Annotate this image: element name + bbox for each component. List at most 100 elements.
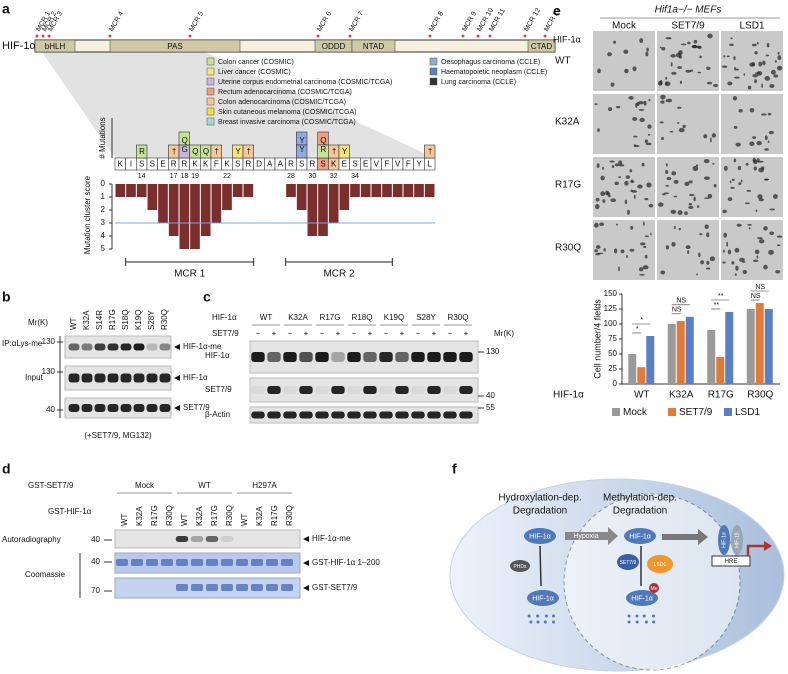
marker: 130	[42, 367, 56, 376]
band	[267, 352, 281, 362]
residue: R	[171, 160, 177, 169]
domain-label: ODDD	[322, 42, 346, 51]
colony	[754, 249, 760, 255]
colony	[749, 62, 755, 67]
band	[206, 584, 218, 591]
colony	[756, 41, 759, 45]
fragment	[642, 614, 646, 618]
band-label: HIF-1α	[183, 373, 208, 382]
score-bar	[115, 184, 126, 197]
sign: −	[320, 329, 325, 338]
score-bar	[318, 184, 328, 236]
protein-icon	[718, 525, 730, 555]
colony	[671, 71, 677, 75]
mcr-star	[476, 34, 480, 38]
mutation-box	[424, 144, 436, 159]
mcr-star	[543, 34, 547, 38]
mcr-label: MCR 8	[428, 10, 445, 32]
enzyme-label: PHDs	[513, 564, 527, 570]
marker: 130	[486, 347, 500, 356]
band	[221, 584, 233, 591]
row-label: SET7/9	[205, 385, 232, 394]
mutation-letters: †	[426, 147, 435, 156]
band	[175, 536, 189, 542]
transcription-arrow	[746, 544, 764, 556]
band	[116, 559, 128, 566]
band-label: GST-HIF-1α 1–200	[312, 558, 380, 567]
band	[205, 536, 219, 542]
mcr-star	[428, 34, 432, 38]
colony	[635, 102, 638, 108]
colony	[735, 68, 739, 71]
domain	[34, 39, 76, 53]
colony	[638, 267, 644, 272]
colony	[761, 113, 767, 116]
bar	[628, 354, 637, 384]
arrow	[174, 344, 180, 350]
colony	[665, 163, 668, 167]
colony	[726, 55, 730, 58]
colony	[713, 83, 719, 88]
lane-label: S28Y	[416, 313, 436, 322]
band	[146, 404, 158, 412]
band	[191, 584, 203, 591]
mcr-label: MCR 7	[348, 10, 365, 32]
colony-image	[657, 157, 719, 217]
colony	[742, 269, 748, 275]
sign: +	[304, 329, 309, 338]
colony	[632, 116, 638, 121]
bar	[646, 336, 655, 384]
colony	[739, 257, 745, 262]
score-bar	[424, 184, 435, 197]
colony	[693, 196, 696, 202]
mutation-box	[242, 144, 254, 159]
mutation-letters: †	[212, 147, 221, 156]
significance: NS	[676, 298, 686, 305]
dna	[711, 555, 751, 567]
colony	[769, 83, 775, 88]
band	[206, 559, 218, 566]
colony	[644, 235, 650, 238]
colony	[776, 235, 783, 238]
score-bar	[371, 184, 382, 197]
band	[379, 352, 393, 362]
tick-label: 1	[101, 192, 106, 201]
bar	[716, 357, 725, 384]
colony	[699, 55, 702, 59]
mutation-box	[338, 144, 350, 159]
row-label: R17G	[555, 180, 581, 191]
residue: R	[245, 160, 251, 169]
lane-label: WT	[120, 513, 129, 526]
colony	[692, 44, 697, 49]
residue: A	[278, 160, 284, 169]
protein-label: HIF-1α	[629, 533, 651, 540]
row-header: GST-HIF-1α	[48, 507, 92, 516]
fragment	[652, 620, 656, 624]
hypoxia-arrow	[565, 527, 618, 545]
colony	[597, 68, 601, 74]
marker: 130	[42, 337, 56, 346]
lane-label: WT	[260, 313, 273, 322]
colony	[641, 162, 645, 167]
colony	[731, 261, 735, 265]
colony-image	[657, 220, 719, 280]
marker: 40	[91, 557, 100, 566]
colony	[670, 209, 677, 214]
mcr-star	[523, 34, 527, 38]
band	[176, 584, 188, 591]
band	[283, 386, 297, 394]
group-label: WT	[198, 481, 211, 490]
colony	[624, 68, 629, 74]
band	[299, 386, 313, 394]
colony	[697, 71, 702, 74]
colony	[659, 46, 662, 49]
colony	[643, 100, 647, 106]
bar	[746, 309, 755, 384]
colony	[767, 112, 772, 116]
colony	[722, 209, 727, 214]
score-bar	[211, 184, 222, 223]
colony	[765, 54, 770, 57]
colony	[761, 166, 765, 170]
colony	[661, 47, 666, 51]
lane-label: K32A	[82, 310, 91, 330]
